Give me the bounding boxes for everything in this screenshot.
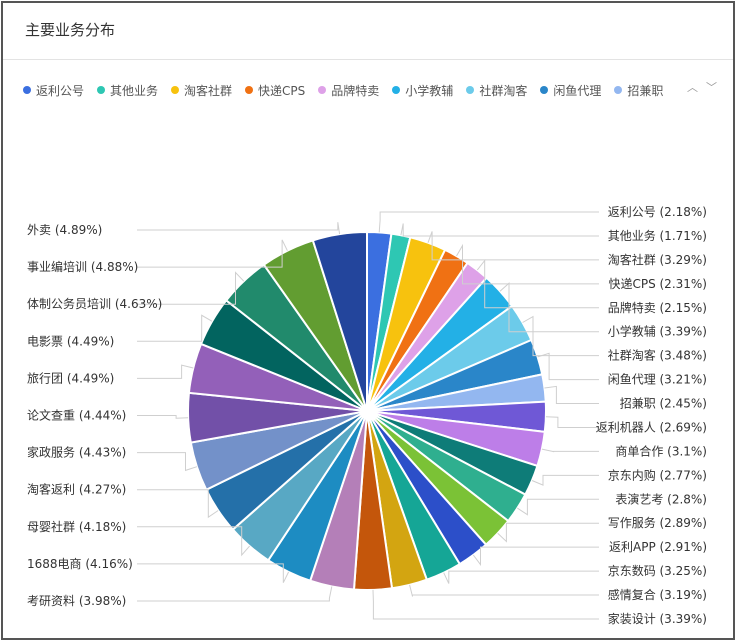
legend-swatch	[97, 86, 106, 94]
slice-label: 母婴社群 (4.18%)	[27, 519, 126, 534]
slice-label: 小学教辅 (3.39%)	[608, 324, 707, 339]
slice-labels: 返利公号 (2.18%) 其他业务 (1.71%) 淘客社群 (3.29%) 快递CP…	[27, 205, 707, 626]
slice-label: 事业编培训 (4.88%)	[27, 259, 138, 274]
label-leader-line	[137, 239, 288, 268]
slice-label: 体制公务员培训 (4.63%)	[27, 296, 162, 311]
label-leader-line	[137, 452, 198, 472]
slice-label: 家政服务 (4.43%)	[27, 445, 126, 460]
slice-label: 表演艺考 (2.8%)	[615, 491, 707, 506]
pie-chart: 返利公号 (2.18%) 其他业务 (1.71%) 淘客社群 (3.29%) 快递CP…	[27, 205, 707, 626]
card-header: 主要业务分布	[3, 3, 733, 60]
slice-label: 写作服务 (2.89%)	[608, 515, 707, 530]
label-leader-line	[443, 570, 599, 584]
legend-item[interactable]: 返利公号	[23, 82, 84, 99]
legend-item[interactable]: 小学教辅	[392, 82, 453, 99]
legend-swatch	[23, 86, 31, 94]
slice-label: 社群淘客 (3.48%)	[608, 348, 707, 363]
legend-item[interactable]: 淘客社群	[171, 82, 232, 99]
label-leader-line	[372, 589, 599, 620]
slice-label: 淘客返利 (4.27%)	[27, 482, 126, 497]
label-leader-line	[400, 223, 599, 237]
label-leader-line	[137, 586, 333, 602]
slice-label: 快递CPS (2.31%)	[608, 277, 707, 291]
legend-label: 小学教辅	[405, 83, 454, 98]
legend-label: 闲鱼代理	[553, 83, 602, 98]
slice-label: 京东数码 (3.25%)	[608, 563, 707, 578]
legend-label: 淘客社群	[184, 83, 233, 98]
legend-label: 其他业务	[110, 83, 159, 98]
label-leader-line	[378, 211, 599, 233]
legend-item[interactable]: 其他业务	[97, 82, 158, 99]
slice-label: 返利机器人 (2.69%)	[596, 420, 707, 434]
legend-label: 返利公号	[36, 83, 85, 98]
slice-label: 其他业务 (1.71%)	[608, 228, 707, 243]
legend-item[interactable]: 招兼职	[614, 82, 663, 99]
legend-item[interactable]: 社群淘客	[466, 82, 527, 99]
legend-item[interactable]: 快递CPS	[245, 82, 305, 99]
label-leader-line	[137, 563, 290, 583]
label-leader-line	[499, 282, 599, 333]
label-leader-line	[497, 522, 599, 543]
label-leader-line	[137, 222, 341, 235]
label-leader-line	[137, 271, 245, 305]
legend-label: 品牌特卖	[331, 83, 380, 98]
legend-swatch	[245, 86, 254, 94]
legend-swatch	[318, 86, 327, 94]
label-leader-line	[456, 243, 599, 285]
legend-item[interactable]: 闲鱼代理	[540, 82, 601, 99]
slice-label: 京东内购 (2.77%)	[608, 467, 707, 482]
label-leader-line	[541, 448, 599, 453]
pie-slices	[187, 230, 547, 591]
legend-swatch	[540, 86, 549, 94]
slice-label: 淘客社群 (3.29%)	[608, 252, 707, 267]
slice-label: 论文查重 (4.44%)	[27, 408, 126, 423]
label-leader-line	[476, 259, 599, 309]
label-leader-line	[544, 385, 599, 405]
slice-label: 电影票 (4.49%)	[27, 334, 114, 348]
label-leader-line	[137, 526, 250, 557]
slice-label: 返利APP (2.91%)	[609, 540, 707, 554]
slice-label: 1688电商 (4.16%)	[27, 556, 133, 571]
label-leader-line	[531, 474, 599, 486]
label-leader-line	[137, 489, 219, 519]
legend-item[interactable]: 品牌特卖	[318, 82, 379, 99]
legend-swatch	[466, 86, 475, 94]
slice-label: 感情复合 (3.19%)	[608, 587, 707, 602]
chart-legend: 返利公号 其他业务 淘客社群 快递CPS 品牌特卖 小学教辅 社群淘客 闲鱼代理 招兼职	[23, 80, 676, 100]
legend-next-icon[interactable]: ﹀	[706, 81, 717, 94]
slice-label: 招兼职 (2.45%)	[620, 397, 707, 411]
label-leader-line	[409, 584, 599, 597]
legend-label: 招兼职	[627, 83, 664, 98]
label-leader-line	[137, 415, 189, 419]
label-leader-line	[537, 352, 599, 381]
slice-label: 外卖 (4.89%)	[27, 223, 102, 237]
slice-label: 旅行团 (4.49%)	[27, 371, 114, 385]
slice-label: 考研资料 (3.98%)	[27, 594, 126, 608]
legend-swatch	[392, 86, 401, 94]
legend-label: 社群淘客	[479, 83, 528, 98]
label-leader-line	[427, 231, 599, 261]
slice-label: 闲鱼代理 (3.21%)	[608, 373, 707, 387]
label-leader-line	[522, 315, 599, 357]
legend-swatch	[614, 86, 623, 94]
label-leader-line	[545, 416, 599, 428]
slice-label: 家装设计 (3.39%)	[608, 611, 707, 626]
slice-label: 商单合作 (3.1%)	[615, 443, 707, 458]
label-leader-line	[517, 498, 599, 516]
legend-pager: ︿ ﹀	[687, 79, 717, 95]
legend-prev-icon[interactable]: ︿	[687, 81, 698, 94]
card-title: 主要业务分布	[25, 21, 116, 39]
label-leader-line	[137, 364, 194, 379]
slice-label: 返利公号 (2.18%)	[608, 205, 707, 219]
label-leader-line	[137, 314, 213, 342]
pie-slice[interactable]	[311, 230, 368, 412]
label-leader-line	[472, 546, 599, 567]
legend-label: 快递CPS	[258, 83, 306, 98]
slice-label: 品牌特卖 (2.15%)	[608, 300, 707, 315]
legend-swatch	[171, 86, 180, 94]
